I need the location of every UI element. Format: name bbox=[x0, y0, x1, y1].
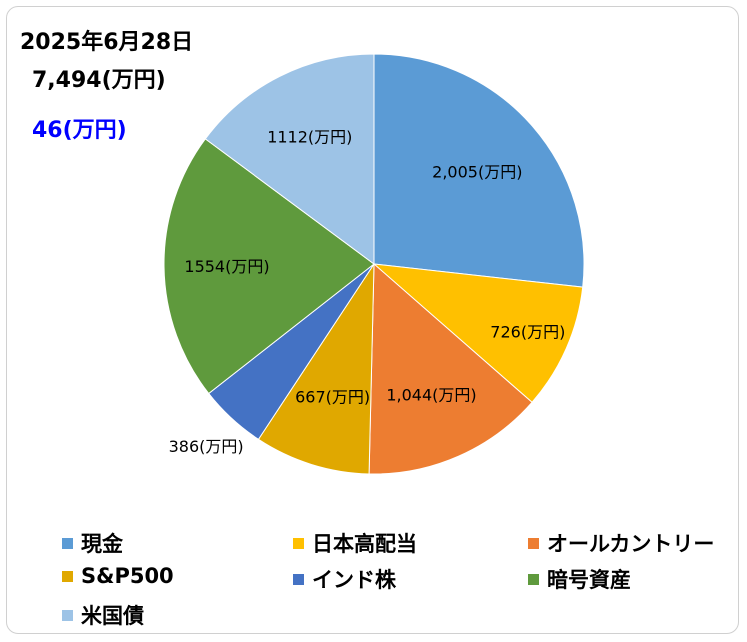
change-value: 46(万円) bbox=[32, 118, 127, 143]
legend-swatch-5 bbox=[528, 573, 539, 585]
legend-item-6: 米国債 bbox=[62, 600, 144, 630]
legend-item-4: インド株 bbox=[293, 564, 396, 594]
legend-swatch-1 bbox=[293, 537, 304, 549]
pie-slice-0 bbox=[373, 53, 585, 288]
legend-item-0: 現金 bbox=[62, 528, 123, 558]
data-label-1: 726(万円) bbox=[490, 323, 565, 342]
data-label-5: 1554(万円) bbox=[184, 257, 269, 276]
legend-swatch-3 bbox=[62, 570, 73, 582]
data-label-6: 1112(万円) bbox=[267, 127, 352, 146]
legend-label-0: 現金 bbox=[81, 532, 123, 556]
legend-label-1: 日本高配当 bbox=[312, 532, 417, 556]
legend-item-2: オールカントリー bbox=[528, 528, 714, 558]
legend-item-3: S&P500 bbox=[62, 564, 174, 588]
legend-label-2: オールカントリー bbox=[547, 532, 715, 556]
pie-slice-5 bbox=[163, 138, 375, 395]
data-label-4: 386(万円) bbox=[169, 437, 244, 456]
legend-label-6: 米国債 bbox=[81, 604, 144, 628]
legend-swatch-4 bbox=[293, 573, 304, 585]
legend-item-1: 日本高配当 bbox=[293, 528, 417, 558]
legend-swatch-0 bbox=[62, 537, 73, 549]
pie-slice-3 bbox=[257, 262, 375, 475]
data-label-0: 2,005(万円) bbox=[432, 163, 522, 182]
total-value: 7,494(万円) bbox=[32, 68, 166, 93]
date-title: 2025年6月28日 bbox=[20, 30, 194, 55]
pie-slice-1 bbox=[372, 263, 584, 404]
legend-label-3: S&P500 bbox=[81, 564, 174, 588]
legend-label-4: インド株 bbox=[312, 568, 396, 592]
legend-label-5: 暗号資産 bbox=[547, 568, 631, 592]
data-label-3: 667(万円) bbox=[295, 387, 370, 406]
pie-slice-2 bbox=[368, 262, 533, 475]
legend-swatch-6 bbox=[62, 609, 73, 621]
data-label-2: 1,044(万円) bbox=[386, 386, 476, 405]
legend-swatch-2 bbox=[528, 537, 539, 549]
legend-item-5: 暗号資産 bbox=[528, 564, 631, 594]
pie-slice-6 bbox=[204, 53, 375, 265]
